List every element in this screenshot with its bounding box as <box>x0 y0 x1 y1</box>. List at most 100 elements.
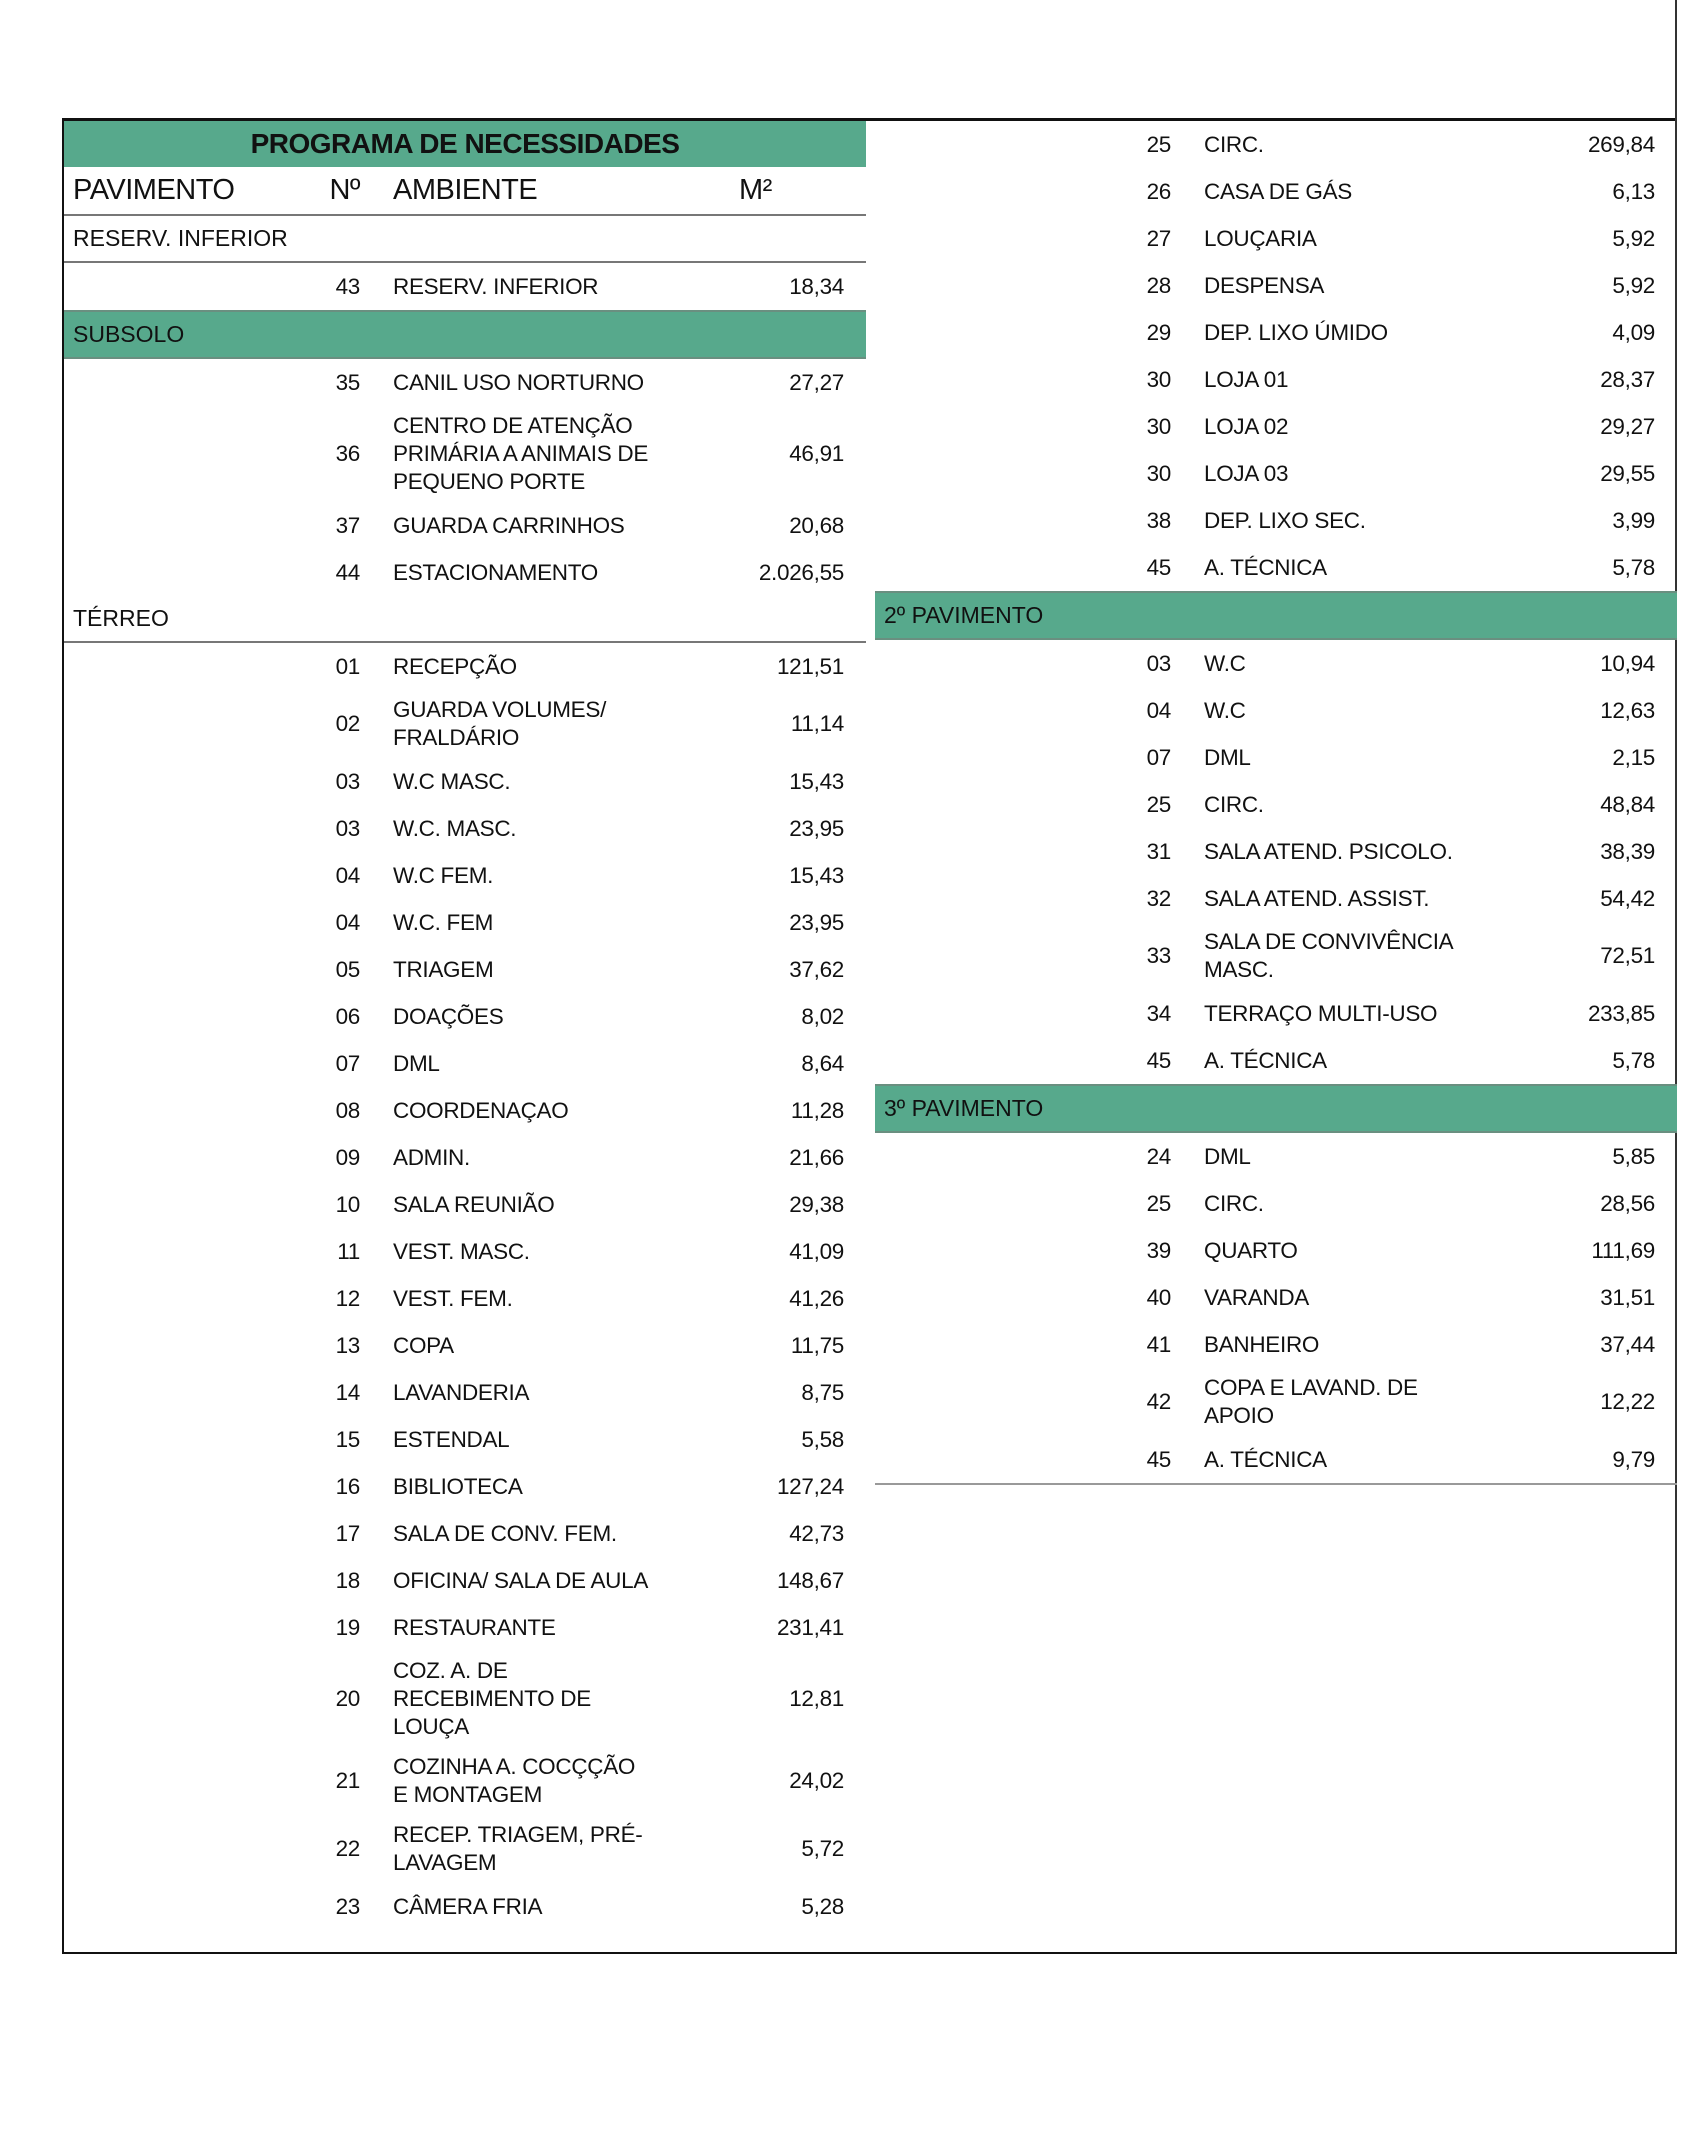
room-area: 3,99 <box>1612 507 1655 533</box>
room-area: 6,13 <box>1612 178 1655 204</box>
room-name: CIRC. <box>1204 131 1264 157</box>
room-number: 25 <box>1146 1190 1172 1216</box>
room-name: LOUÇARIA <box>1204 225 1317 251</box>
table-row: 45 A. TÉCNICA 5,78 <box>875 544 1677 591</box>
room-name: LAVANDERIA <box>393 1379 530 1405</box>
room-number: 05 <box>335 956 361 982</box>
room-number: 03 <box>335 768 361 794</box>
room-number: 07 <box>1146 744 1172 770</box>
table-row: 27 LOUÇARIA 5,92 <box>875 215 1677 262</box>
table-header: PAVIMENTO Nº AMBIENTE M² <box>64 167 866 216</box>
table-row: 37 GUARDA CARRINHOS 20,68 <box>64 502 866 549</box>
room-number: 03 <box>335 815 361 841</box>
room-name: DML <box>393 1050 440 1076</box>
room-name: TRIAGEM <box>393 956 494 982</box>
table-row: 36 CENTRO DE ATENÇÃO PRIMÁRIA A ANIMAIS D… <box>64 406 866 502</box>
table-row: 08 COORDENAÇAO 11,28 <box>64 1087 866 1134</box>
room-name: W.C <box>1204 650 1246 676</box>
room-area: 31,51 <box>1600 1284 1655 1310</box>
room-name: CÂMERA FRIA <box>393 1893 543 1919</box>
room-name: COPA E LAVAND. DE APOIO <box>1204 1375 1418 1428</box>
room-area: 5,78 <box>1612 554 1655 580</box>
room-number: 40 <box>1146 1284 1172 1310</box>
table-row: 19 RESTAURANTE 231,41 <box>64 1604 866 1651</box>
table-row: 40 VARANDA 31,51 <box>875 1274 1677 1321</box>
room-area: 2.026,55 <box>758 559 844 585</box>
room-name: CENTRO DE ATENÇÃO PRIMÁRIA A ANIMAIS DE … <box>393 413 649 494</box>
room-number: 25 <box>1146 131 1172 157</box>
header-numero: Nº <box>329 174 360 206</box>
table-border-left <box>62 118 64 1954</box>
table-body-left: RESERV. INFERIOR 43 RESERV. INFERIOR 18,34 S… <box>64 216 866 1930</box>
room-area: 41,09 <box>789 1238 844 1264</box>
room-name: LOJA 02 <box>1204 413 1289 439</box>
table-row: 34 TERRAÇO MULTI-USO 233,85 <box>875 990 1677 1037</box>
room-name: DEP. LIXO SEC. <box>1204 507 1366 533</box>
table-row: 23 CÂMERA FRIA 5,28 <box>64 1883 866 1930</box>
room-area: 42,73 <box>789 1520 844 1546</box>
room-number: 21 <box>335 1768 361 1793</box>
table-row: 01 RECEPÇÃO 121,51 <box>64 643 866 690</box>
table-row: 30 LOJA 03 29,55 <box>875 450 1677 497</box>
room-area: 5,72 <box>801 1836 844 1861</box>
table-row: 25 CIRC. 28,56 <box>875 1180 1677 1227</box>
room-area: 29,55 <box>1600 460 1655 486</box>
table-row: 15 ESTENDAL 5,58 <box>64 1416 866 1463</box>
room-area: 111,69 <box>1591 1237 1655 1263</box>
room-area: 28,56 <box>1600 1190 1655 1216</box>
table-row: 04 W.C FEM. 15,43 <box>64 852 866 899</box>
table-row: 11 VEST. MASC. 41,09 <box>64 1228 866 1275</box>
room-area: 10,94 <box>1600 650 1655 676</box>
table-row: 33 SALA DE CONVIVÊNCIA MASC. 72,51 <box>875 922 1677 990</box>
header-ambiente: AMBIENTE <box>393 174 538 206</box>
room-name: DOAÇÕES <box>393 1003 504 1029</box>
room-number: 19 <box>335 1614 361 1640</box>
room-name: COZINHA A. COCÇÇÃO E MONTAGEM <box>393 1754 636 1807</box>
room-area: 231,41 <box>776 1614 844 1640</box>
room-number: 36 <box>335 441 361 466</box>
room-name: SALA ATEND. ASSIST. <box>1204 885 1430 911</box>
table-row: 04 W.C 12,63 <box>875 687 1677 734</box>
room-area: 12,63 <box>1600 697 1655 723</box>
room-area: 12,81 <box>789 1686 844 1711</box>
table-row: 03 W.C. MASC. 23,95 <box>64 805 866 852</box>
room-number: 35 <box>335 369 361 395</box>
room-number: 45 <box>1146 1446 1172 1472</box>
room-area: 8,02 <box>801 1003 844 1029</box>
room-area: 23,95 <box>789 909 844 935</box>
room-area: 121,51 <box>776 653 844 679</box>
room-name: COZ. A. DE RECEBIMENTO DE LOUÇA <box>393 1658 591 1739</box>
room-area: 15,43 <box>789 768 844 794</box>
table-row: 17 SALA DE CONV. FEM. 42,73 <box>64 1510 866 1557</box>
table-row: 30 LOJA 02 29,27 <box>875 403 1677 450</box>
room-name: VEST. MASC. <box>393 1238 530 1264</box>
table-row: 02 GUARDA VOLUMES/ FRALDÁRIO 11,14 <box>64 690 866 758</box>
room-area: 4,09 <box>1612 319 1655 345</box>
table-row: 44 ESTACIONAMENTO 2.026,55 <box>64 549 866 596</box>
table-left-column: PROGRAMA DE NECESSIDADES PAVIMENTO Nº AM… <box>64 121 866 1930</box>
room-number: 04 <box>1146 697 1172 723</box>
room-number: 27 <box>1146 225 1172 251</box>
table-row: 35 CANIL USO NORTURNO 27,27 <box>64 359 866 406</box>
room-name: COORDENAÇAO <box>393 1097 569 1123</box>
table-row: 21 COZINHA A. COCÇÇÃO E MONTAGEM 24,02 <box>64 1747 866 1815</box>
room-number: 10 <box>335 1191 361 1217</box>
table-row: 30 LOJA 01 28,37 <box>875 356 1677 403</box>
room-area: 11,14 <box>790 711 844 736</box>
table-row: 41 BANHEIRO 37,44 <box>875 1321 1677 1368</box>
room-name: VARANDA <box>1204 1284 1310 1310</box>
room-number: 30 <box>1146 413 1172 439</box>
table-row: 12 VEST. FEM. 41,26 <box>64 1275 866 1322</box>
table-row: 20 COZ. A. DE RECEBIMENTO DE LOUÇA 12,81 <box>64 1651 866 1747</box>
room-area: 37,62 <box>789 956 844 982</box>
room-area: 28,37 <box>1600 366 1655 392</box>
room-name: QUARTO <box>1204 1237 1298 1263</box>
room-area: 5,28 <box>801 1893 844 1919</box>
section-header: 3º PAVIMENTO <box>875 1084 1677 1133</box>
room-name: GUARDA VOLUMES/ FRALDÁRIO <box>393 697 607 750</box>
room-area: 5,92 <box>1612 272 1655 298</box>
room-area: 8,75 <box>801 1379 844 1405</box>
room-number: 32 <box>1146 885 1172 911</box>
table-row: 32 SALA ATEND. ASSIST. 54,42 <box>875 875 1677 922</box>
room-name: DML <box>1204 744 1251 770</box>
